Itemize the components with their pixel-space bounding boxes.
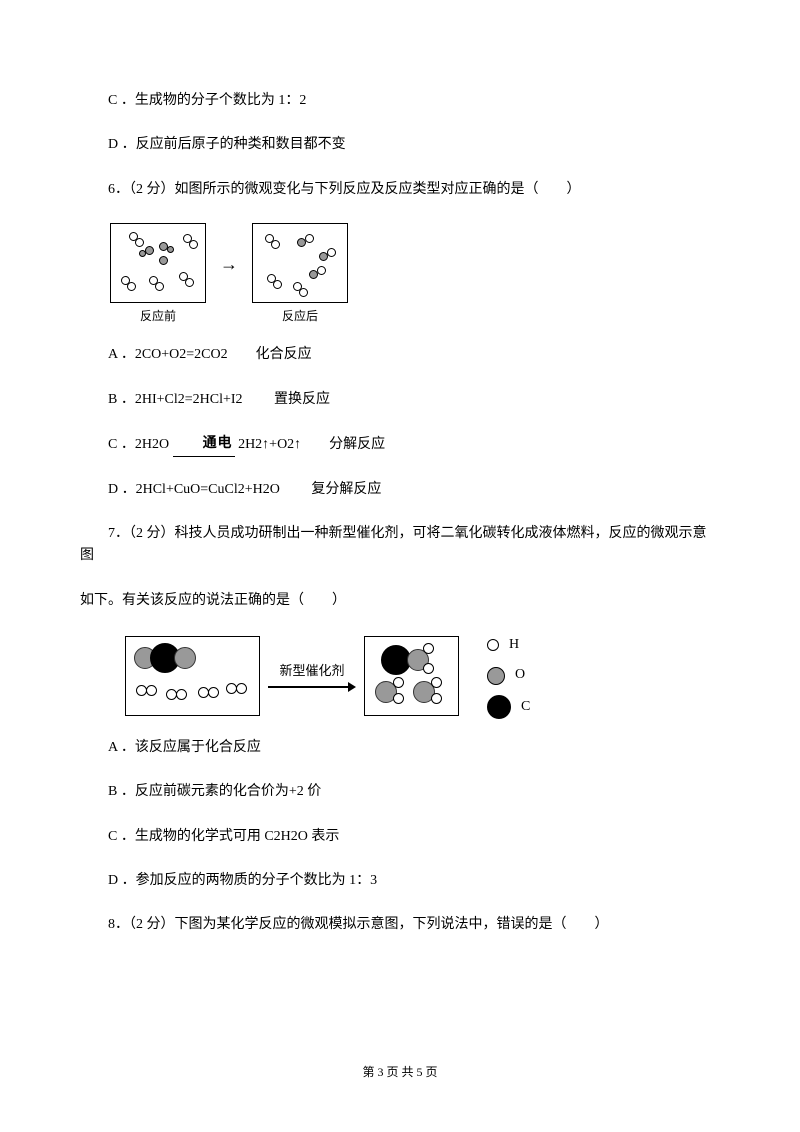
option-6c: C ．2H2O 通电 2H2↑+O2↑ 分解反应 (80, 433, 720, 456)
q7-before-box (125, 636, 260, 716)
option-7d: D ．参加反应的两物质的分子个数比为 1：3 (80, 870, 720, 892)
q7-legend: H O C (487, 634, 530, 719)
q6-after-wrap: 反应后 (252, 223, 348, 326)
q6-diagram: 反应前 → 反应后 (110, 223, 720, 326)
hydrogen-icon (487, 639, 499, 651)
q6-before-label: 反应前 (140, 307, 176, 326)
option-6b: B ．2HI+Cl2=2HCl+I2 置换反应 (80, 389, 720, 411)
q8-stem: 8．（2 分）下图为某化学反应的微观模拟示意图，下列说法中，错误的是（ ） (80, 914, 720, 936)
option-7b: B ．反应前碳元素的化合价为+2 价 (80, 781, 720, 803)
option-6c-post: 2H2↑+O2↑ 分解反应 (235, 437, 386, 452)
option-5d: D ．反应前后原子的种类和数目都不变 (80, 134, 720, 156)
q6-after-box (252, 223, 348, 303)
option-7c: C ．生成物的化学式可用 C2H2O 表示 (80, 826, 720, 848)
legend-c: C (487, 695, 530, 719)
legend-o-text: O (515, 664, 525, 686)
carbon-icon (487, 695, 511, 719)
legend-o: O (487, 664, 530, 686)
option-6c-pre: C ．2H2O (108, 437, 173, 452)
tongdian-icon: 通电 (173, 433, 235, 456)
oxygen-icon (487, 667, 505, 685)
arrow-icon (268, 682, 356, 692)
legend-h: H (487, 634, 530, 656)
option-7a: A ．该反应属于化合反应 (80, 737, 720, 759)
q7-arrow-label: 新型催化剂 (279, 661, 344, 682)
option-6a: A ．2CO+O2=2CO2 化合反应 (80, 344, 720, 366)
arrow-icon: → (220, 250, 238, 279)
q6-stem: 6．（2 分）如图所示的微观变化与下列反应及反应类型对应正确的是（ ） (80, 179, 720, 201)
q7-diagram: 新型催化剂 H O C (125, 634, 720, 719)
legend-h-text: H (509, 634, 519, 656)
page-footer: 第 3 页 共 5 页 (0, 1063, 800, 1082)
q7-after-box (364, 636, 459, 716)
q6-after-label: 反应后 (282, 307, 318, 326)
q7-arrow: 新型催化剂 (268, 661, 356, 692)
q7-stem-line2: 如下。有关该反应的说法正确的是（ ） (80, 590, 720, 612)
option-6d: D ．2HCl+CuO=CuCl2+H2O 复分解反应 (80, 479, 720, 501)
q7-stem-line1: 7．（2 分）科技人员成功研制出一种新型催化剂，可将二氧化碳转化成液体燃料，反应… (80, 523, 720, 568)
q6-before-box (110, 223, 206, 303)
legend-c-text: C (521, 696, 530, 718)
option-5c: C ．生成物的分子个数比为 1：2 (80, 90, 720, 112)
q6-before-wrap: 反应前 (110, 223, 206, 326)
